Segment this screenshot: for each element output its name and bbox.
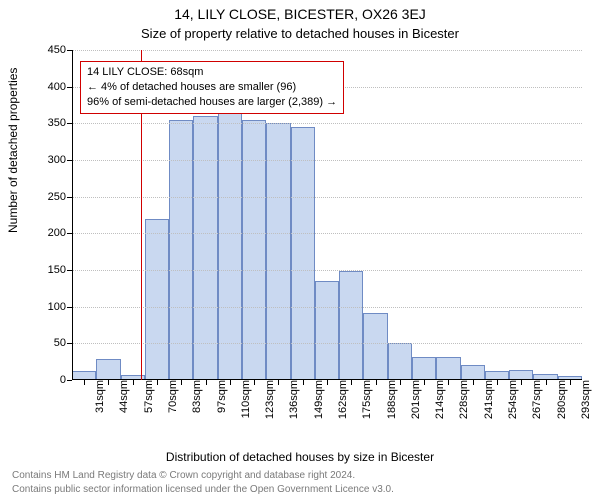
- x-tick-label: 293sqm: [574, 380, 592, 419]
- x-tick-mark: [497, 380, 498, 385]
- x-tick-mark: [327, 380, 328, 385]
- x-tick-label: 228sqm: [452, 380, 470, 419]
- x-tick-mark: [303, 380, 304, 385]
- x-tick-mark: [157, 380, 158, 385]
- x-tick-label: 267sqm: [525, 380, 543, 419]
- x-tick-label: 149sqm: [307, 380, 325, 419]
- x-tick-label: 44sqm: [112, 380, 130, 413]
- y-tick-mark: [67, 307, 72, 308]
- histogram-bar: [339, 271, 363, 380]
- histogram-bar: [145, 219, 169, 380]
- x-tick-mark: [181, 380, 182, 385]
- x-tick-label: 188sqm: [380, 380, 398, 419]
- histogram-bar: [169, 120, 193, 380]
- footer-line-1: Contains HM Land Registry data © Crown c…: [12, 469, 355, 482]
- x-tick-label: 70sqm: [161, 380, 179, 413]
- x-tick-label: 123sqm: [258, 380, 276, 419]
- y-tick-mark: [67, 50, 72, 51]
- y-tick-mark: [67, 197, 72, 198]
- histogram-bar: [218, 112, 242, 380]
- y-tick-mark: [67, 160, 72, 161]
- grid-line: [72, 50, 582, 51]
- chart-plot-area: 14 LILY CLOSE: 68sqm← 4% of detached hou…: [72, 50, 582, 380]
- x-tick-mark: [351, 380, 352, 385]
- x-tick-label: 175sqm: [355, 380, 373, 419]
- grid-line: [72, 233, 582, 234]
- x-tick-mark: [473, 380, 474, 385]
- x-tick-mark: [448, 380, 449, 385]
- x-tick-mark: [424, 380, 425, 385]
- x-tick-label: 136sqm: [282, 380, 300, 419]
- x-tick-label: 110sqm: [234, 380, 252, 418]
- page-title: 14, LILY CLOSE, BICESTER, OX26 3EJ: [0, 6, 600, 22]
- x-tick-label: 254sqm: [501, 380, 519, 419]
- histogram-bar: [436, 357, 460, 380]
- histogram-bar: [315, 281, 339, 380]
- histogram-bar: [96, 359, 120, 380]
- histogram-bar: [291, 127, 315, 380]
- grid-line: [72, 343, 582, 344]
- histogram-bar: [461, 365, 485, 380]
- grid-line: [72, 160, 582, 161]
- grid-line: [72, 270, 582, 271]
- x-axis-label: Distribution of detached houses by size …: [0, 450, 600, 464]
- x-tick-mark: [84, 380, 85, 385]
- x-tick-label: 31sqm: [88, 380, 106, 413]
- y-tick-mark: [67, 87, 72, 88]
- histogram-bar: [242, 120, 266, 380]
- chart-subtitle: Size of property relative to detached ho…: [0, 26, 600, 41]
- x-tick-label: 280sqm: [550, 380, 568, 419]
- x-tick-mark: [521, 380, 522, 385]
- y-tick-mark: [67, 380, 72, 381]
- x-tick-mark: [570, 380, 571, 385]
- histogram-bar: [266, 123, 290, 380]
- histogram-bar: [193, 116, 217, 380]
- info-box-line: 96% of semi-detached houses are larger (…: [87, 95, 337, 110]
- grid-line: [72, 123, 582, 124]
- x-tick-label: 214sqm: [428, 380, 446, 419]
- y-tick-mark: [67, 343, 72, 344]
- x-tick-mark: [133, 380, 134, 385]
- grid-line: [72, 307, 582, 308]
- x-tick-mark: [230, 380, 231, 385]
- histogram-bar: [363, 313, 387, 380]
- histogram-bar: [412, 357, 436, 380]
- x-tick-label: 97sqm: [210, 380, 228, 413]
- x-tick-mark: [108, 380, 109, 385]
- y-tick-mark: [67, 233, 72, 234]
- footer-line-2: Contains public sector information licen…: [12, 483, 394, 496]
- x-tick-mark: [278, 380, 279, 385]
- histogram-bar: [388, 343, 412, 380]
- y-tick-mark: [67, 270, 72, 271]
- x-tick-mark: [376, 380, 377, 385]
- y-tick-mark: [67, 123, 72, 124]
- y-axis-label: Number of detached properties: [6, 68, 20, 233]
- y-axis-line: [72, 50, 73, 380]
- x-tick-mark: [400, 380, 401, 385]
- x-tick-label: 201sqm: [404, 380, 422, 419]
- x-tick-label: 57sqm: [137, 380, 155, 413]
- info-box-line: ← 4% of detached houses are smaller (96): [87, 80, 337, 95]
- info-box: 14 LILY CLOSE: 68sqm← 4% of detached hou…: [80, 61, 344, 114]
- x-tick-label: 83sqm: [185, 380, 203, 413]
- x-tick-label: 241sqm: [477, 380, 495, 419]
- grid-line: [72, 197, 582, 198]
- x-tick-mark: [546, 380, 547, 385]
- x-tick-label: 162sqm: [331, 380, 349, 419]
- x-tick-mark: [254, 380, 255, 385]
- info-box-line: 14 LILY CLOSE: 68sqm: [87, 65, 337, 80]
- x-tick-mark: [206, 380, 207, 385]
